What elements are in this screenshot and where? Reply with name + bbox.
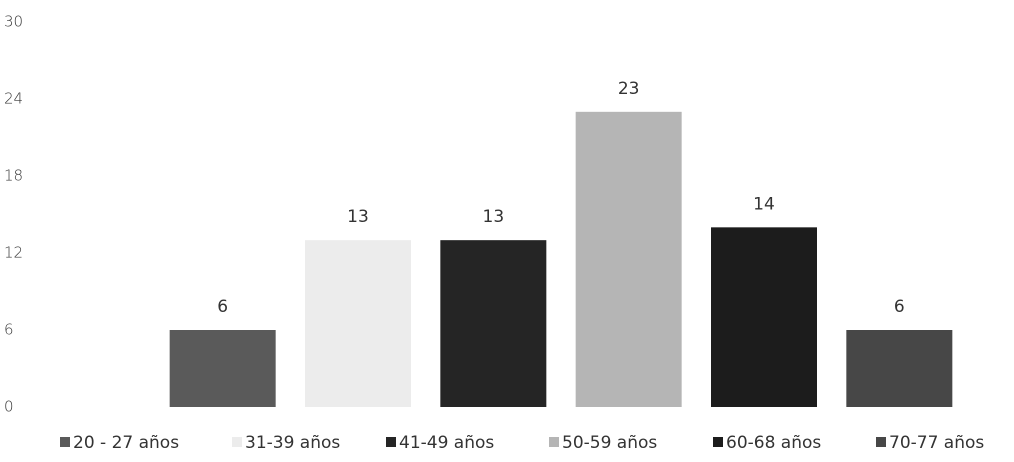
y-tick-label: 0 xyxy=(4,398,14,416)
data-label: 13 xyxy=(483,207,505,227)
y-tick-label: 24 xyxy=(4,90,23,108)
legend-marker xyxy=(713,437,723,447)
y-tick-label: 30 xyxy=(4,13,23,31)
legend-marker xyxy=(386,437,396,447)
legend-marker xyxy=(876,437,886,447)
data-label: 14 xyxy=(753,194,775,214)
bar xyxy=(440,240,547,407)
y-tick-label: 12 xyxy=(4,244,23,262)
legend-label: 70-77 años xyxy=(889,433,984,453)
bar xyxy=(305,240,411,407)
y-tick-label: 18 xyxy=(4,167,23,185)
data-label: 6 xyxy=(217,297,228,317)
legend-label: 20 - 27 años xyxy=(73,433,179,453)
legend-label: 60-68 años xyxy=(726,433,821,453)
bar xyxy=(846,330,953,407)
legend-marker xyxy=(60,437,70,447)
legend-label: 50-59 años xyxy=(562,433,657,453)
data-label: 23 xyxy=(618,79,640,99)
legend-marker xyxy=(549,437,559,447)
legend-label: 41-49 años xyxy=(399,433,494,453)
bar xyxy=(575,111,682,407)
legend-label: 31-39 años xyxy=(245,433,340,453)
legend-marker xyxy=(232,437,242,447)
bar xyxy=(711,227,817,407)
y-tick-label: 6 xyxy=(4,321,14,339)
bar xyxy=(169,330,276,407)
data-label: 6 xyxy=(894,297,905,317)
data-label: 13 xyxy=(347,207,369,227)
